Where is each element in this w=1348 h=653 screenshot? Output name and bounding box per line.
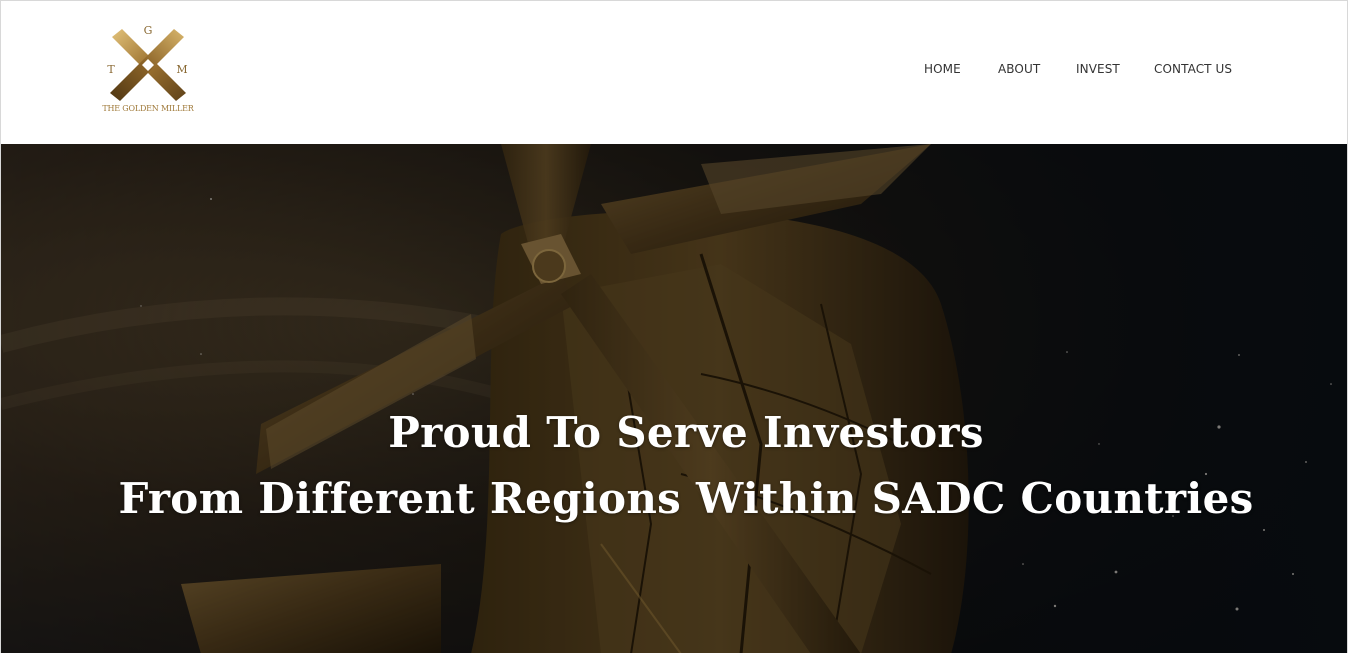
brand-name: THE GOLDEN MILLER [102, 104, 194, 113]
nav-contact-us[interactable]: CONTACT US [1154, 62, 1233, 76]
main-nav: HOME ABOUT INVEST CONTACT US [1, 62, 1347, 82]
svg-text:G: G [144, 24, 153, 37]
nav-home[interactable]: HOME [924, 62, 961, 76]
svg-text:M: M [176, 63, 187, 76]
hero-headline-line-2: From Different Regions Within SADC Count… [118, 474, 1254, 523]
nav-invest[interactable]: INVEST [1076, 62, 1120, 76]
site-header: G T M THE GOLDEN MILLER HOME ABOUT INVES… [1, 1, 1347, 144]
logo-link[interactable]: G T M THE GOLDEN MILLER [98, 21, 198, 119]
hero-windmill-image [1, 144, 1347, 653]
svg-text:T: T [107, 63, 115, 76]
hero-banner: Proud To Serve Investors From Different … [1, 144, 1347, 653]
windmill-logo-icon: G T M [107, 24, 188, 101]
hero-headline-line-1: Proud To Serve Investors [388, 408, 984, 457]
nav-about[interactable]: ABOUT [998, 62, 1041, 76]
